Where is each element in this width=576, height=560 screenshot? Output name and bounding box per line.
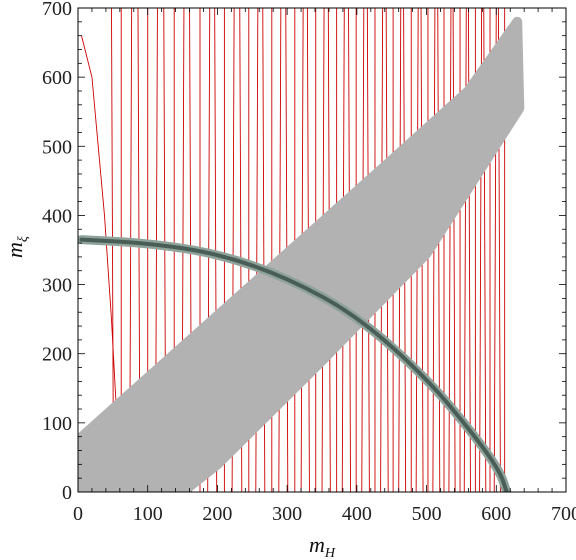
y-tick-label: 300 xyxy=(42,275,72,297)
y-tick-label: 200 xyxy=(42,344,72,366)
y-tick-label: 0 xyxy=(62,482,72,504)
x-tick-label: 0 xyxy=(73,503,83,525)
x-tick-label: 600 xyxy=(481,503,511,525)
y-tick-labels: 0 100 200 300 400 500 600 700 xyxy=(42,0,72,504)
axis-ticks xyxy=(77,7,567,493)
plot-frame xyxy=(77,7,567,493)
y-tick-label: 600 xyxy=(42,67,72,89)
contour-line xyxy=(448,8,452,492)
contour-line xyxy=(255,8,259,492)
y-axis-label: mξ xyxy=(2,236,31,258)
plot-area xyxy=(78,8,525,492)
x-tick-label: 300 xyxy=(272,503,302,525)
gray-band-region xyxy=(78,16,525,492)
y-axis-label-sub: ξ xyxy=(16,236,31,242)
arc-curve xyxy=(79,237,509,492)
x-tick-labels: 0 100 200 300 400 500 600 700 xyxy=(73,503,576,525)
x-tick-label: 200 xyxy=(202,503,232,525)
x-axis-label-main: m xyxy=(309,532,325,557)
y-axis-label-main: m xyxy=(2,242,27,258)
x-tick-label: 400 xyxy=(342,503,372,525)
x-axis-label-sub: H xyxy=(324,546,336,560)
contour-line xyxy=(452,8,456,492)
contour-line xyxy=(463,8,467,492)
contour-line xyxy=(437,8,441,492)
x-tick-label: 100 xyxy=(133,503,163,525)
contour-line xyxy=(278,8,282,492)
contour-line xyxy=(262,8,266,492)
y-tick-label: 400 xyxy=(42,205,72,227)
x-axis-label: mH xyxy=(309,532,336,560)
x-tick-label: 500 xyxy=(412,503,442,525)
y-tick-label: 100 xyxy=(42,413,72,435)
y-tick-label: 700 xyxy=(42,0,72,20)
y-tick-label: 500 xyxy=(42,136,72,158)
x-tick-label: 700 xyxy=(551,503,576,525)
